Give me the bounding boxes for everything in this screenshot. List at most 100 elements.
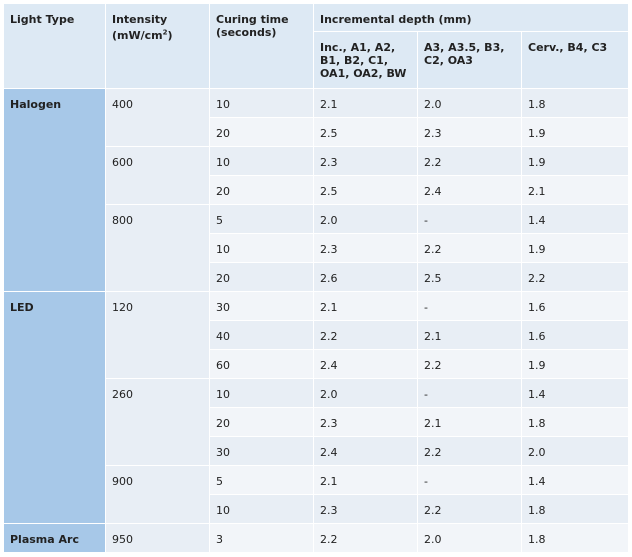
depth-col1-cell: 2.1: [314, 466, 418, 495]
header-intensity-label: Intensity: [112, 13, 168, 26]
header-incremental-depth: Incremental depth (mm): [314, 4, 629, 32]
curing-time-cell: 10: [210, 379, 314, 408]
depth-col1-cell: 2.2: [314, 524, 418, 553]
curing-depth-table: Light Type Intensity (mW/cm2) Curing tim…: [4, 4, 629, 553]
table-row: 10 2.3 2.2 1.8: [4, 495, 629, 524]
depth-col1-cell: 2.1: [314, 292, 418, 321]
intensity-cell: 600: [106, 147, 210, 205]
table-row: 30 2.4 2.2 2.0: [4, 437, 629, 466]
header-intensity-unit: (mW/cm2): [112, 28, 173, 42]
depth-col1-cell: 2.6: [314, 263, 418, 292]
curing-time-cell: 20: [210, 118, 314, 147]
intensity-cell: 900: [106, 466, 210, 524]
depth-col1-cell: 2.3: [314, 234, 418, 263]
depth-col1-cell: 2.1: [314, 89, 418, 118]
table-row: 20 2.3 2.1 1.8: [4, 408, 629, 437]
curing-time-cell: 10: [210, 89, 314, 118]
depth-col3-cell: 1.4: [522, 205, 629, 234]
curing-time-cell: 3: [210, 524, 314, 553]
depth-col1-cell: 2.3: [314, 147, 418, 176]
depth-col3-cell: 2.0: [522, 437, 629, 466]
depth-col3-cell: 1.8: [522, 89, 629, 118]
depth-col1-cell: 2.0: [314, 205, 418, 234]
curing-time-cell: 40: [210, 321, 314, 350]
depth-col2-cell: 2.2: [418, 234, 522, 263]
header-depth-col1: Inc., A1, A2, B1, B2, C1, OA1, OA2, BW: [314, 32, 418, 89]
depth-col2-cell: 2.0: [418, 89, 522, 118]
depth-col1-cell: 2.4: [314, 350, 418, 379]
table-body: Halogen 400 10 2.1 2.0 1.8 20 2.5 2.3 1.9 600 10 2.3…: [4, 89, 629, 553]
depth-col2-cell: 2.2: [418, 437, 522, 466]
curing-time-cell: 10: [210, 495, 314, 524]
depth-col1-cell: 2.5: [314, 176, 418, 205]
depth-col3-cell: 1.8: [522, 495, 629, 524]
depth-col3-cell: 2.1: [522, 176, 629, 205]
depth-col1-cell: 2.2: [314, 321, 418, 350]
header-curing-time-unit: (seconds): [216, 26, 277, 39]
table-row: 800 5 2.0-1.4: [4, 205, 629, 292]
curing-time-cell: 20: [210, 263, 314, 292]
depth-col3-cell: 1.9: [522, 118, 629, 147]
table-row: 10 2.3 2.2 1.9: [4, 234, 629, 263]
depth-col2-cell: 2.1: [418, 321, 522, 350]
depth-col2-cell: 2.1: [418, 408, 522, 437]
curing-time-cell: 20: [210, 176, 314, 205]
table-row: Halogen 400 10 2.1 2.0 1.8: [4, 89, 629, 292]
table-row: Plasma Arc 950 3 2.2 2.0 1.8: [4, 524, 629, 553]
table-row: 40 2.2 2.1 1.6: [4, 321, 629, 350]
light-type-cell: Plasma Arc: [4, 524, 106, 553]
header-depth-col3: Cerv., B4, C3: [522, 32, 629, 89]
depth-col1-cell: 2.0: [314, 379, 418, 408]
depth-col2-cell: -: [418, 379, 522, 408]
curing-time-cell: 30: [210, 292, 314, 321]
light-type-cell: LED: [4, 292, 106, 524]
depth-col2-cell: 2.0: [418, 524, 522, 553]
depth-col2-cell: 2.4: [418, 176, 522, 205]
depth-col1-cell: 2.5: [314, 118, 418, 147]
intensity-cell: 950: [106, 524, 210, 553]
table-row: 20 2.5 2.4 2.1: [4, 176, 629, 205]
intensity-cell: 260: [106, 379, 210, 466]
depth-col3-cell: 1.4: [522, 466, 629, 495]
table-row: 600 10 2.3 2.2 1.9: [4, 147, 629, 205]
depth-col2-cell: 2.3: [418, 118, 522, 147]
table-row: LED 120 30 2.1-1.6: [4, 292, 629, 524]
header-curing-time: Curing time (seconds): [210, 4, 314, 89]
table-row: 20 2.6 2.5 2.2: [4, 263, 629, 292]
depth-col3-cell: 1.9: [522, 350, 629, 379]
table-row: 20 2.5 2.3 1.9: [4, 118, 629, 147]
depth-col3-cell: 1.9: [522, 234, 629, 263]
depth-col2-cell: 2.2: [418, 350, 522, 379]
table-row: 60 2.4 2.2 1.9: [4, 350, 629, 379]
depth-col2-cell: -: [418, 292, 522, 321]
curing-time-cell: 10: [210, 147, 314, 176]
light-type-cell: Halogen: [4, 89, 106, 292]
header-depth-col2: A3, A3.5, B3, C2, OA3: [418, 32, 522, 89]
depth-col3-cell: 1.4: [522, 379, 629, 408]
table-row: 260 10 2.0-1.4: [4, 379, 629, 466]
curing-time-cell: 5: [210, 205, 314, 234]
depth-col1-cell: 2.3: [314, 408, 418, 437]
header-light-type: Light Type: [4, 4, 106, 89]
curing-time-cell: 60: [210, 350, 314, 379]
curing-time-cell: 30: [210, 437, 314, 466]
depth-col3-cell: 1.8: [522, 524, 629, 553]
curing-time-cell: 10: [210, 234, 314, 263]
header-intensity: Intensity (mW/cm2): [106, 4, 210, 89]
curing-time-cell: 20: [210, 408, 314, 437]
depth-col3-cell: 2.2: [522, 263, 629, 292]
table-row: 900 5 2.1-1.4: [4, 466, 629, 524]
depth-col1-cell: 2.4: [314, 437, 418, 466]
depth-col3-cell: 1.6: [522, 321, 629, 350]
depth-col2-cell: 2.2: [418, 147, 522, 176]
intensity-cell: 800: [106, 205, 210, 292]
depth-col3-cell: 1.8: [522, 408, 629, 437]
intensity-cell: 400: [106, 89, 210, 147]
intensity-cell: 120: [106, 292, 210, 379]
depth-col3-cell: 1.9: [522, 147, 629, 176]
curing-time-cell: 5: [210, 466, 314, 495]
depth-col2-cell: 2.2: [418, 495, 522, 524]
depth-col3-cell: 1.6: [522, 292, 629, 321]
depth-col1-cell: 2.3: [314, 495, 418, 524]
depth-col2-cell: 2.5: [418, 263, 522, 292]
